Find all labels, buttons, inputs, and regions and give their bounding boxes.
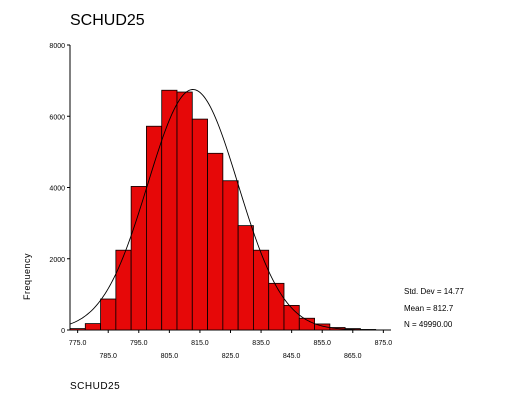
histogram-bar <box>222 180 239 331</box>
y-tick-label: 8000 <box>49 43 65 50</box>
x-tick-label: 805.0 <box>161 353 179 360</box>
y-tick-label: 0 <box>61 328 65 335</box>
stat-std-dev: Std. Dev = 14.77 <box>404 287 464 296</box>
x-tick-label: 845.0 <box>283 353 301 360</box>
stat-n: N = 49990.00 <box>404 320 453 329</box>
histogram-bar <box>237 225 254 331</box>
x-tick-label: 875.0 <box>375 340 393 347</box>
x-tick-label: 835.0 <box>252 340 270 347</box>
normal-curve <box>69 89 391 331</box>
x-tick-label: 865.0 <box>344 353 362 360</box>
x-tick-label: 855.0 <box>313 340 331 347</box>
histogram-bar <box>69 328 86 331</box>
x-tick-label: 785.0 <box>99 353 117 360</box>
x-tick-label: 795.0 <box>130 340 148 347</box>
chart-title: SCHUD25 <box>70 12 145 29</box>
y-tick-label: 6000 <box>49 114 65 121</box>
x-tick-label: 775.0 <box>69 340 87 347</box>
histogram-bar <box>176 91 193 331</box>
histogram-bar <box>84 323 101 331</box>
histogram-bar <box>115 249 132 331</box>
histogram-bar <box>253 249 270 331</box>
histogram-bar <box>191 118 208 331</box>
x-axis-label: SCHUD25 <box>70 381 121 392</box>
histogram-bar <box>100 298 117 331</box>
y-tick-label: 2000 <box>49 257 65 264</box>
histogram-bar <box>146 125 163 331</box>
y-tick-label: 4000 <box>49 186 65 193</box>
histogram-bar <box>207 152 224 331</box>
histogram-bar <box>268 282 285 331</box>
histogram-bar <box>283 305 300 331</box>
histogram-bar <box>130 186 147 331</box>
stat-mean: Mean = 812.7 <box>404 304 454 313</box>
histogram-bar <box>161 89 178 331</box>
x-tick-label: 815.0 <box>191 340 209 347</box>
x-tick-label: 825.0 <box>222 353 240 360</box>
